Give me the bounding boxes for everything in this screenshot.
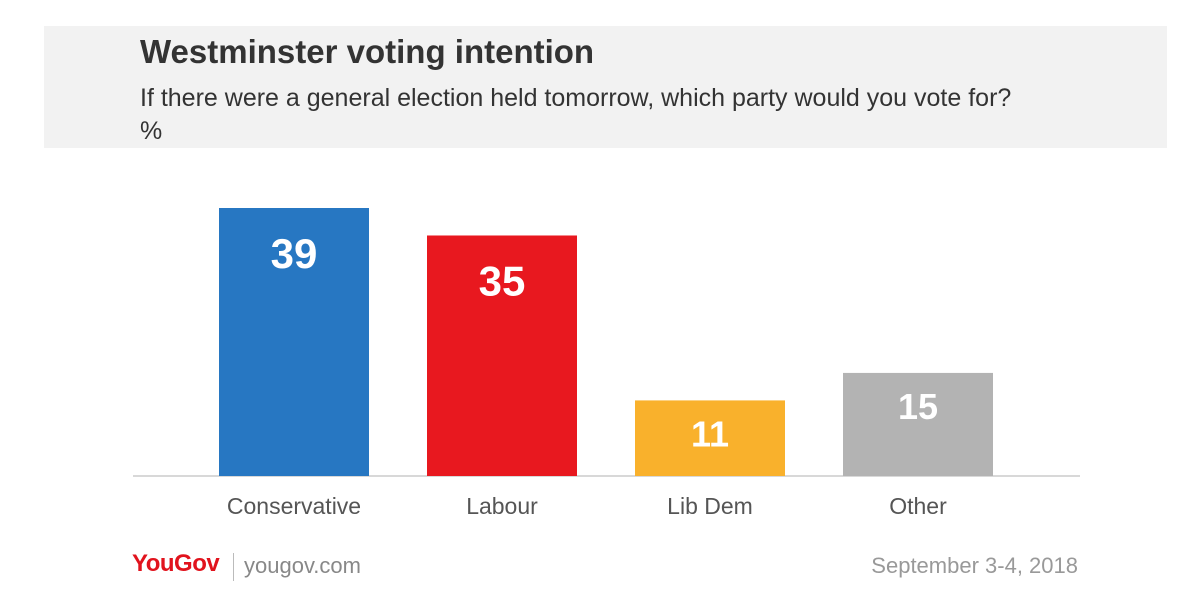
category-label: Other <box>889 493 947 519</box>
yougov-logo: YouGov <box>132 550 220 577</box>
category-label: Conservative <box>227 493 361 519</box>
chart-subtitle: If there were a general election held to… <box>140 84 1012 145</box>
bar-conservative <box>219 208 369 476</box>
chart-title: Westminster voting intention <box>140 33 595 70</box>
data-label: 39 <box>271 230 318 277</box>
category-label: Lib Dem <box>667 493 753 519</box>
footer-url: yougov.com <box>244 553 361 578</box>
category-label: Labour <box>466 493 538 519</box>
footer-separator <box>233 553 234 581</box>
data-label: 35 <box>479 257 526 304</box>
bar-labour <box>427 235 577 476</box>
bar-other <box>843 372 993 476</box>
data-label: 15 <box>898 386 938 427</box>
bar-lib-dem <box>635 400 785 476</box>
data-label: 11 <box>691 413 729 454</box>
footer-date: September 3-4, 2018 <box>871 553 1078 578</box>
header-box <box>44 26 1167 148</box>
